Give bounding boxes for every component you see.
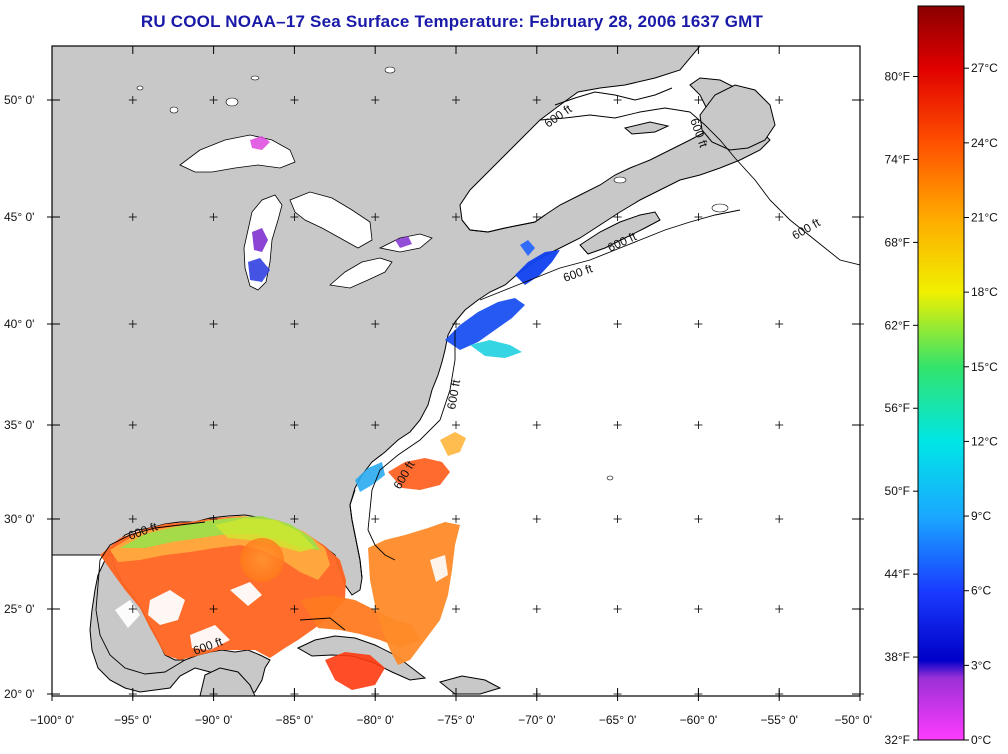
colorbar-label-c: 0°C [971, 733, 991, 747]
lat-tick-label: 50° 0' [4, 93, 34, 107]
colorbar-label-f: 50°F [885, 484, 910, 498]
colorbar-label-f: 38°F [885, 650, 910, 664]
colorbar-label-c: 15°C [971, 360, 998, 374]
sst-lake-superior [250, 136, 270, 150]
contour-label: 600 ft [444, 378, 463, 411]
lon-tick-label: −100° 0' [30, 713, 74, 727]
latitude-axis: 20° 0' 25° 0' 30° 0' 35° 0' 40° 0' 45° 0' 50° … [4, 93, 34, 701]
colorbar-label-c: 21°C [971, 210, 998, 224]
colorbar-fahrenheit-labels: 32°F 38°F 44°F 50°F 56°F 62°F 68°F 74°F 80°F [885, 69, 918, 747]
colorbar [917, 5, 965, 741]
nova-scotia-land [579, 211, 661, 255]
sst-mid-atlantic [445, 298, 525, 350]
sst-lake-michigan [252, 228, 268, 252]
lon-tick-label: −90° 0' [195, 713, 232, 727]
colorbar-label-f: 68°F [885, 235, 910, 249]
colorbar-label-c: 9°C [971, 509, 991, 523]
colorbar-label-f: 32°F [885, 733, 910, 747]
colorbar-label-c: 27°C [971, 61, 998, 75]
lat-tick-label: 25° 0' [4, 602, 34, 616]
lon-tick-label: −80° 0' [356, 713, 393, 727]
colorbar-label-c: 24°C [971, 136, 998, 150]
lat-tick-label: 40° 0' [4, 317, 34, 331]
lon-tick-label: −60° 0' [680, 713, 717, 727]
anticosti-island [623, 121, 670, 135]
longitude-axis: −100° 0' −95° 0' −90° 0' −85° 0' −80° 0' −75°… [30, 713, 872, 727]
colorbar-label-f: 74°F [885, 152, 910, 166]
colorbar-label-f: 44°F [885, 567, 910, 581]
lat-tick-label: 35° 0' [4, 418, 34, 432]
lon-tick-label: −95° 0' [114, 713, 151, 727]
colorbar-celsius-labels: 0°C 3°C 6°C 9°C 12°C 15°C 18°C 21°C 24°C 27°C [964, 61, 998, 747]
newfoundland-land [699, 84, 776, 151]
colorbar-label-c: 6°C [971, 584, 991, 598]
lon-tick-label: −65° 0' [599, 713, 636, 727]
plot-frame [51, 45, 861, 697]
lon-tick-label: −75° 0' [437, 713, 474, 727]
colorbar-label-c: 3°C [971, 658, 991, 672]
colorbar-label-f: 80°F [885, 69, 910, 83]
lon-tick-label: −85° 0' [276, 713, 313, 727]
lat-tick-label: 30° 0' [4, 512, 34, 526]
small-lakes [136, 66, 729, 481]
colorbar-label-c: 18°C [971, 285, 998, 299]
lat-tick-label: 45° 0' [4, 210, 34, 224]
sst-carolina [388, 458, 450, 490]
map-title: RU COOL NOAA–17 Sea Surface Temperature:… [140, 12, 764, 31]
lon-tick-label: −70° 0' [518, 713, 555, 727]
lon-tick-label: −50° 0' [835, 713, 872, 727]
lon-tick-label: −55° 0' [760, 713, 797, 727]
colorbar-label-f: 62°F [885, 318, 910, 332]
coastline-detail [349, 87, 673, 579]
lat-tick-label: 20° 0' [4, 687, 34, 701]
contour-600ft [95, 107, 860, 675]
sst-gulf-of-maine [515, 250, 560, 285]
colorbar-label-c: 12°C [971, 434, 998, 448]
colorbar-label-f: 56°F [885, 401, 910, 415]
